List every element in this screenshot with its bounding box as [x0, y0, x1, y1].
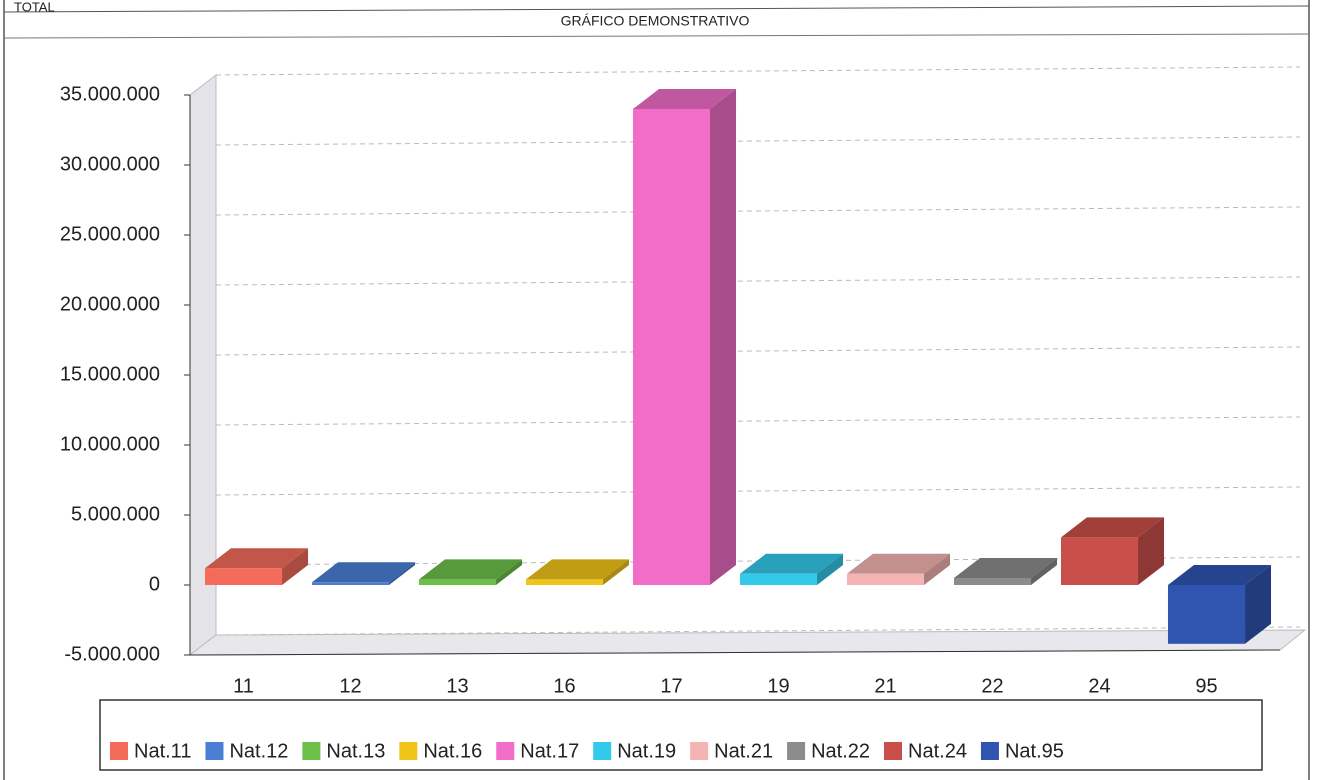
bar: [525, 579, 604, 585]
legend-swatch: [787, 742, 806, 760]
legend-swatch: [302, 742, 321, 760]
grid-line: [215, 486, 1301, 496]
bar-side: [496, 559, 523, 585]
bar-top: [418, 559, 523, 580]
legend-label: Nat.24: [908, 740, 967, 762]
header-label: TOTAL: [14, 0, 55, 14]
bar-side: [1138, 517, 1165, 585]
x-tick-label: 12: [339, 675, 361, 697]
legend-swatch: [205, 742, 224, 760]
bar: [846, 573, 925, 585]
bar-top: [525, 559, 630, 580]
bar-side: [924, 553, 951, 585]
bar-top: [204, 548, 309, 569]
bar: [632, 109, 711, 585]
chart-title: GRÁFICO DEMONSTRATIVO: [561, 13, 750, 29]
x-tick-label: 19: [767, 675, 789, 697]
bar-top: [953, 558, 1058, 578]
grid-line: [215, 206, 1301, 216]
x-tick-label: 13: [446, 675, 468, 697]
legend-swatch: [399, 742, 418, 760]
x-tick-label: 17: [660, 675, 682, 697]
legend-label: Nat.13: [326, 740, 385, 762]
x-tick-label: 24: [1088, 675, 1110, 697]
title-divider: [3, 33, 1310, 39]
bar: [953, 578, 1032, 585]
bar-side: [710, 89, 737, 585]
bar-side: [817, 553, 844, 585]
legend-label: Nat.11: [134, 740, 191, 762]
bar-side: [389, 562, 416, 585]
x-tick-label: 22: [981, 675, 1003, 697]
y-tick-label: 20.000.000: [60, 293, 160, 315]
legend-label: Nat.21: [714, 740, 773, 762]
bar: [739, 573, 818, 585]
x-tick-label: 21: [874, 675, 896, 697]
bar-top: [739, 553, 844, 574]
grid-line: [215, 416, 1301, 426]
legend-swatch: [593, 742, 612, 760]
bar: [1060, 537, 1139, 585]
frame: [3, 0, 1310, 780]
legend-swatch: [110, 742, 128, 760]
x-tick-label: 11: [233, 675, 254, 697]
floor: [188, 629, 1307, 656]
legend-swatch: [690, 742, 709, 760]
y-tick-label: 30.000.000: [60, 153, 160, 175]
header-divider: [3, 5, 1310, 13]
bar: [1167, 585, 1246, 644]
legend-swatch: [496, 742, 515, 760]
x-tick-label: 16: [553, 675, 575, 697]
y-tick-label: 0: [149, 573, 160, 595]
y-tick-label: 35.000.000: [60, 83, 160, 105]
bar: [418, 579, 497, 585]
legend-label: Nat.19: [617, 740, 676, 762]
bar-top: [1060, 517, 1165, 538]
legend-label: Nat.22: [811, 740, 870, 762]
legend-box: [99, 699, 1263, 771]
bar-side: [1031, 558, 1058, 585]
legend-swatch: [884, 742, 903, 760]
grid-line: [215, 626, 1301, 636]
y-tick-label: 25.000.000: [60, 223, 160, 245]
bar-top: [1167, 565, 1272, 585]
grid-line: [215, 66, 1301, 76]
bar: [204, 568, 283, 585]
x-tick-label: 95: [1195, 675, 1217, 697]
x-axis: [189, 649, 1281, 656]
bar-top: [311, 562, 416, 583]
y-tick-label: -5.000.000: [64, 643, 160, 665]
y-tick-label: 10.000.000: [60, 433, 160, 455]
grid-line: [215, 346, 1301, 356]
bar: [311, 582, 390, 585]
legend-swatch: [980, 742, 999, 760]
bar-top: [632, 89, 737, 109]
y-tick-label: 5.000.000: [71, 503, 160, 525]
bar-side: [282, 548, 309, 585]
legend-label: Nat.17: [520, 740, 579, 762]
legend-label: Nat.16: [423, 740, 482, 762]
grid-line: [215, 276, 1301, 286]
bar-side: [1245, 565, 1272, 644]
legend-label: Nat.95: [1005, 740, 1064, 762]
bar-side: [603, 559, 630, 585]
bar-top: [846, 553, 951, 574]
y-tick-label: 15.000.000: [60, 363, 160, 385]
grid-line: [215, 136, 1301, 146]
legend-label: Nat.12: [229, 740, 288, 762]
